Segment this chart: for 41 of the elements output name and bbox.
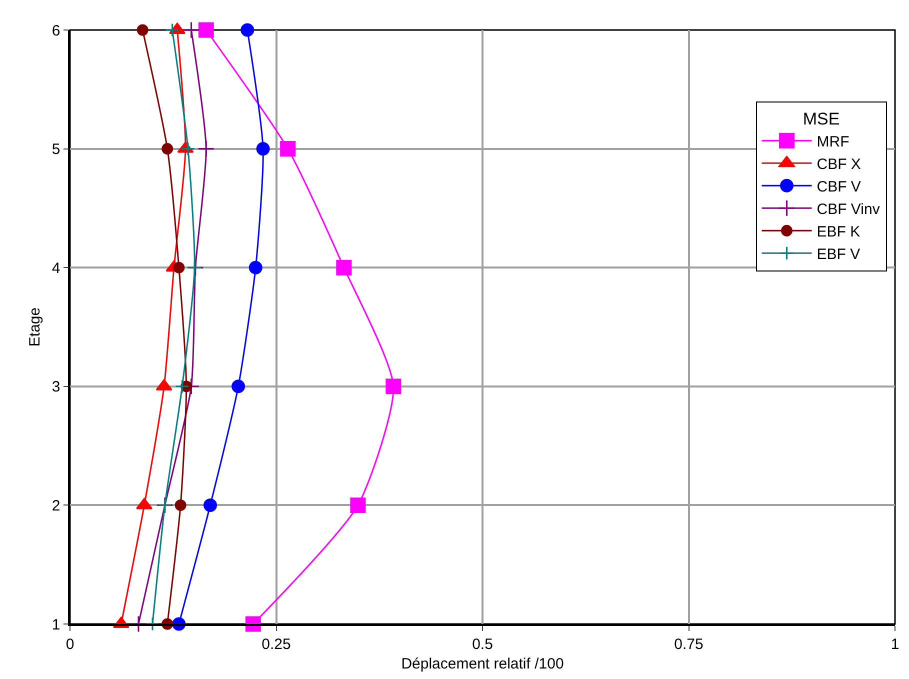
legend-label: CBF X xyxy=(816,156,861,173)
x-tick-label: 0 xyxy=(66,636,74,653)
point xyxy=(248,260,262,274)
legend-label: CBF V xyxy=(816,178,861,196)
y-tick-label: 2 xyxy=(52,497,60,514)
legend-title: MSE xyxy=(802,109,840,128)
y-tick-label: 1 xyxy=(52,616,60,634)
point xyxy=(240,23,254,37)
legend-label: CBF Vinv xyxy=(816,200,880,218)
point xyxy=(162,143,174,155)
y-axis-title: Etage xyxy=(26,307,44,347)
point xyxy=(145,616,160,632)
point xyxy=(173,262,185,274)
x-tick-label: 0.5 xyxy=(472,636,493,653)
point xyxy=(175,379,190,394)
x-axis-title: Déplacement relatif /100 xyxy=(401,655,564,672)
point xyxy=(182,22,200,38)
point xyxy=(280,141,296,157)
legend-label: EBF V xyxy=(816,246,860,263)
point xyxy=(130,616,147,632)
y-tick-label: 5 xyxy=(52,141,60,158)
point xyxy=(180,142,196,156)
point xyxy=(198,140,215,158)
x-tick-label: 0.25 xyxy=(262,636,291,653)
y-tick-label: 3 xyxy=(52,378,60,396)
point xyxy=(165,22,180,38)
point xyxy=(350,497,366,513)
x-tick-label: 0.75 xyxy=(674,636,704,653)
point xyxy=(198,22,214,38)
legend-label: EBF K xyxy=(816,223,860,240)
point xyxy=(256,142,270,156)
point xyxy=(204,498,217,512)
point xyxy=(232,380,246,394)
y-tick-label: 6 xyxy=(52,22,60,40)
point xyxy=(136,24,148,36)
legend-label: MRF xyxy=(816,133,850,150)
point xyxy=(386,378,402,394)
x-tick-label: 1 xyxy=(890,636,900,653)
y-tick-label: 4 xyxy=(52,260,60,277)
point xyxy=(336,260,352,276)
point xyxy=(174,499,186,511)
